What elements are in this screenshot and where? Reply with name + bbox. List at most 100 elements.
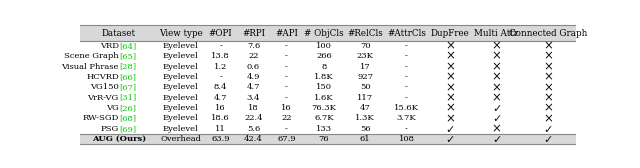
Text: -: - [405,42,408,50]
Text: 100: 100 [316,42,332,50]
Bar [80,25,576,41]
Text: 117: 117 [357,94,373,102]
Text: 22: 22 [248,52,259,60]
Text: [28]: [28] [119,63,136,71]
Text: 6.7K: 6.7K [314,114,334,122]
Text: 15.6K: 15.6K [394,104,419,112]
Text: -: - [285,94,288,102]
Text: 8.4: 8.4 [214,83,227,91]
Text: [68]: [68] [119,114,136,122]
Bar [80,82,576,93]
Text: 266: 266 [316,52,332,60]
Text: 67.9: 67.9 [277,135,296,143]
Text: -: - [285,73,288,81]
Text: 5.6: 5.6 [247,125,260,133]
Bar [80,93,576,103]
Text: 0.6: 0.6 [247,63,260,71]
Text: $\checkmark$: $\checkmark$ [445,124,454,134]
Text: -: - [285,42,288,50]
Text: VG: VG [106,104,119,112]
Text: 22: 22 [281,114,292,122]
Text: $\times$: $\times$ [491,71,501,83]
Text: $\checkmark$: $\checkmark$ [492,103,501,113]
Text: 3.7K: 3.7K [397,114,417,122]
Text: 133: 133 [316,125,332,133]
Text: 3.4: 3.4 [247,94,260,102]
Bar [80,134,576,144]
Text: 4.9: 4.9 [247,73,260,81]
Text: 16: 16 [281,104,292,112]
Text: #OPI: #OPI [209,29,232,38]
Text: 4.7: 4.7 [214,94,227,102]
Text: [26]: [26] [119,104,136,112]
Text: $\checkmark$: $\checkmark$ [492,134,501,144]
Bar [80,51,576,61]
Text: Eyelevel: Eyelevel [163,125,199,133]
Text: 50: 50 [360,83,371,91]
Text: Eyelevel: Eyelevel [163,42,199,50]
Text: 1.6K: 1.6K [314,94,334,102]
Text: $\times$: $\times$ [445,60,455,73]
Text: 13.8: 13.8 [211,52,230,60]
Text: $\times$: $\times$ [445,50,455,63]
Text: View type: View type [159,29,203,38]
Text: 11: 11 [215,125,226,133]
Text: 23K: 23K [356,52,374,60]
Text: $\times$: $\times$ [491,81,501,94]
Text: 76.3K: 76.3K [312,104,337,112]
Text: 150: 150 [316,83,332,91]
Text: $\times$: $\times$ [491,91,501,104]
Text: Scene Graph: Scene Graph [64,52,119,60]
Text: $\times$: $\times$ [445,39,455,53]
Text: Connected Graph: Connected Graph [509,29,588,38]
Text: Eyelevel: Eyelevel [163,104,199,112]
Text: VG150: VG150 [90,83,119,91]
Text: $\checkmark$: $\checkmark$ [492,113,501,123]
Text: Eyelevel: Eyelevel [163,94,199,102]
Text: #RelCls: #RelCls [348,29,383,38]
Text: $\times$: $\times$ [491,39,501,53]
Text: Visual Phrase: Visual Phrase [61,63,119,71]
Text: # ObjCls: # ObjCls [304,29,344,38]
Text: -: - [405,63,408,71]
Bar [80,113,576,124]
Text: Overhead: Overhead [161,135,202,143]
Text: AUG (Ours): AUG (Ours) [92,135,146,143]
Text: $\times$: $\times$ [543,91,553,104]
Text: HCVRD: HCVRD [86,73,119,81]
Text: $\times$: $\times$ [543,39,553,53]
Text: Dataset: Dataset [102,29,136,38]
Bar [80,61,576,72]
Text: 1.2: 1.2 [214,63,227,71]
Text: 61: 61 [360,135,371,143]
Text: #AttrCls: #AttrCls [387,29,426,38]
Text: $\times$: $\times$ [445,112,455,125]
Text: $\checkmark$: $\checkmark$ [543,134,553,144]
Text: 7.6: 7.6 [247,42,260,50]
Text: [66]: [66] [119,73,136,81]
Text: $\times$: $\times$ [491,60,501,73]
Text: Eyelevel: Eyelevel [163,83,199,91]
Text: $\times$: $\times$ [543,102,553,115]
Text: $\times$: $\times$ [543,81,553,94]
Text: -: - [219,42,222,50]
Text: -: - [405,73,408,81]
Text: Multi Attr: Multi Attr [474,29,518,38]
Text: [65]: [65] [119,52,136,60]
Text: [67]: [67] [119,83,136,91]
Text: Eyelevel: Eyelevel [163,52,199,60]
Text: 63.9: 63.9 [211,135,230,143]
Text: 18.6: 18.6 [211,114,230,122]
Text: 42.4: 42.4 [244,135,263,143]
Text: [69]: [69] [119,125,136,133]
Text: Eyelevel: Eyelevel [163,63,199,71]
Text: $\times$: $\times$ [543,60,553,73]
Text: PSG: PSG [100,125,119,133]
Text: $\times$: $\times$ [491,122,501,135]
Text: $\checkmark$: $\checkmark$ [445,134,454,144]
Bar [80,103,576,113]
Text: 108: 108 [399,135,415,143]
Text: $\times$: $\times$ [543,71,553,83]
Text: 18: 18 [248,104,259,112]
Text: RW-SGD: RW-SGD [83,114,119,122]
